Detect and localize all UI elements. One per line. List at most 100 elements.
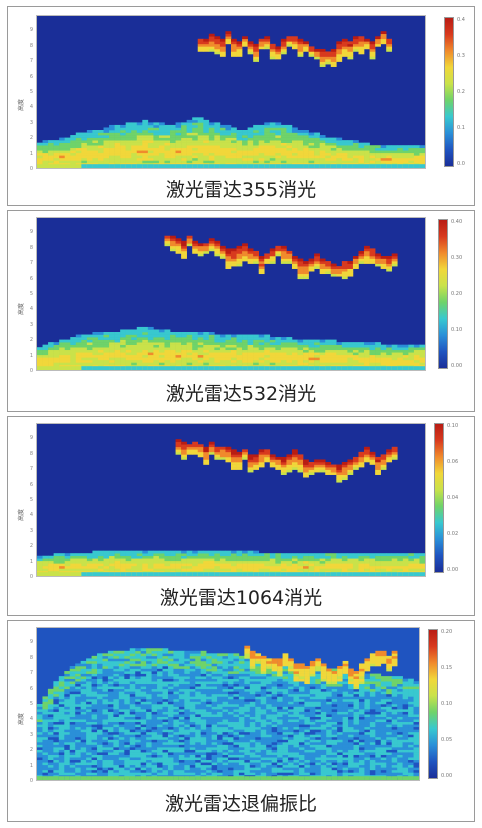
heatmap-cell [303, 344, 309, 348]
heatmap-cell [58, 759, 65, 763]
heatmap-cell [358, 568, 365, 572]
heatmap-cell [208, 354, 215, 358]
heatmap-cell [364, 357, 370, 361]
heatmap-cell [181, 150, 187, 154]
y-tick-label: 6 [29, 275, 33, 282]
heatmap-cell [397, 354, 404, 358]
ground-band-cell [380, 366, 387, 370]
cloud-cell [264, 258, 271, 262]
heatmap-cell [120, 558, 126, 562]
heatmap-cell [102, 658, 109, 662]
heatmap-cell [178, 691, 185, 695]
cloud-cell [314, 48, 320, 52]
heatmap-cell [162, 726, 169, 730]
cloud-cell [214, 245, 221, 249]
cloud-cell [181, 454, 187, 458]
heatmap-cell [53, 736, 60, 740]
heatmap-cell [64, 553, 71, 557]
heatmap-cell [97, 550, 104, 554]
heatmap-cell [107, 683, 114, 687]
heatmap-cell [118, 749, 125, 753]
heatmap-cell [247, 337, 254, 340]
heatmap-cell [162, 683, 169, 687]
heatmap-cell [157, 752, 163, 755]
heatmap-cell [135, 726, 141, 730]
heatmap-cell [118, 731, 125, 735]
heatmap-cell [75, 681, 81, 685]
heatmap-cell [64, 757, 71, 761]
heatmap-cell [247, 563, 254, 567]
heatmap-cell [325, 563, 332, 567]
heatmap-cell [386, 359, 393, 363]
heatmap-cell [162, 769, 169, 773]
cloud-cell [375, 456, 381, 460]
heatmap-cell [413, 565, 420, 569]
heatmap-cell [167, 668, 174, 672]
heatmap-cell [413, 558, 420, 562]
heatmap-cell [59, 157, 66, 161]
ground-band-cell [397, 366, 404, 370]
heatmap-cell [269, 155, 276, 159]
heatmap-cell [135, 767, 141, 771]
heatmap-cell [80, 678, 87, 682]
heatmap-cell [59, 555, 66, 559]
heatmap-cell [181, 555, 187, 559]
heatmap-cell [69, 716, 76, 720]
heatmap-cell [219, 339, 226, 343]
heatmap-cell [280, 344, 287, 348]
heatmap-cell [153, 550, 160, 554]
heatmap-cell [109, 140, 115, 143]
heatmap-cell [192, 362, 199, 366]
heatmap-cell [280, 150, 287, 154]
heatmap-cell [157, 653, 163, 657]
heatmap-cell [53, 742, 60, 745]
heatmap-cell [142, 160, 149, 164]
heatmap-cell [146, 749, 152, 753]
ground-band-cell [151, 776, 158, 780]
cloud-cell [203, 446, 210, 450]
cloud-cell [286, 43, 293, 47]
cloud-cell [341, 462, 348, 465]
heatmap-cell [97, 555, 104, 559]
heatmap-cell [118, 742, 125, 745]
heatmap-cell [140, 655, 147, 659]
ground-band-cell [269, 572, 276, 576]
ground-band-cell [219, 164, 226, 168]
heatmap-cell [208, 142, 215, 146]
heatmap-cell [167, 653, 174, 657]
heatmap-cell [97, 565, 104, 569]
heatmap-cell [107, 704, 114, 707]
heatmap-cell [308, 344, 315, 348]
heatmap-cell [162, 706, 169, 710]
heatmap-cell [146, 719, 152, 723]
heatmap-cell [109, 160, 115, 164]
heatmap-cell [181, 152, 187, 156]
heatmap-cell [162, 666, 169, 669]
heatmap-cell [140, 772, 147, 776]
heatmap-cell [58, 701, 65, 705]
heatmap-cell [47, 736, 54, 740]
heatmap-cell [131, 359, 138, 363]
cloud-cell [242, 245, 248, 249]
heatmap-cell [231, 555, 237, 559]
ground-band-cell [70, 164, 77, 168]
heatmap-cell [131, 337, 138, 340]
heatmap-cell [129, 724, 136, 728]
heatmap-cell [175, 349, 182, 353]
heatmap-cell [391, 563, 398, 567]
heatmap-cell [58, 681, 65, 685]
cloud-cell [219, 449, 226, 453]
ground-band-cell [170, 572, 176, 576]
heatmap-cell [162, 764, 169, 768]
heatmap-cell [347, 560, 354, 564]
heatmap-cell [325, 347, 332, 351]
cloud-cell [214, 46, 221, 50]
heatmap-cell [397, 347, 404, 351]
heatmap-cell [258, 568, 265, 572]
heatmap-cell [280, 152, 287, 156]
heatmap-cell [225, 553, 232, 557]
heatmap-cell [173, 655, 180, 659]
cloud-cell [219, 41, 226, 45]
heatmap-cell [58, 688, 65, 692]
heatmap-cell [314, 135, 320, 138]
